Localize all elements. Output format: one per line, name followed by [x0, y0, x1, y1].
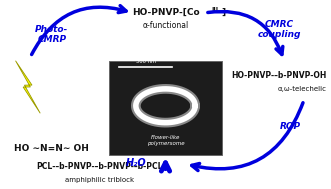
Polygon shape	[16, 61, 40, 113]
Text: HO-PΝVP-[Co: HO-PΝVP-[Co	[132, 8, 199, 17]
Text: ]: ]	[221, 8, 225, 17]
Text: α,ω-telechelic: α,ω-telechelic	[278, 86, 327, 92]
Text: HO-PΝVP-–b-PΝVP-OH: HO-PΝVP-–b-PΝVP-OH	[232, 71, 327, 80]
Text: H₂O: H₂O	[125, 158, 146, 168]
Text: III: III	[211, 7, 218, 12]
Text: Photo-
CMRP: Photo- CMRP	[35, 25, 69, 44]
Text: α-functional: α-functional	[142, 21, 189, 30]
Text: PCL-–b-PΝVP-–b-PΝVP-–b-PCL: PCL-–b-PΝVP-–b-PΝVP-–b-PCL	[36, 162, 163, 171]
Text: 300 nm: 300 nm	[136, 59, 156, 64]
Bar	[110, 61, 221, 155]
Text: Flower-like
polymersome: Flower-like polymersome	[147, 135, 184, 146]
Text: CMRC
coupling: CMRC coupling	[258, 20, 301, 40]
Text: HO ∼N=N∼ OH: HO ∼N=N∼ OH	[14, 144, 89, 153]
Polygon shape	[147, 95, 184, 116]
Text: ROP: ROP	[280, 122, 301, 131]
Text: amphiphilic triblock: amphiphilic triblock	[65, 177, 134, 183]
